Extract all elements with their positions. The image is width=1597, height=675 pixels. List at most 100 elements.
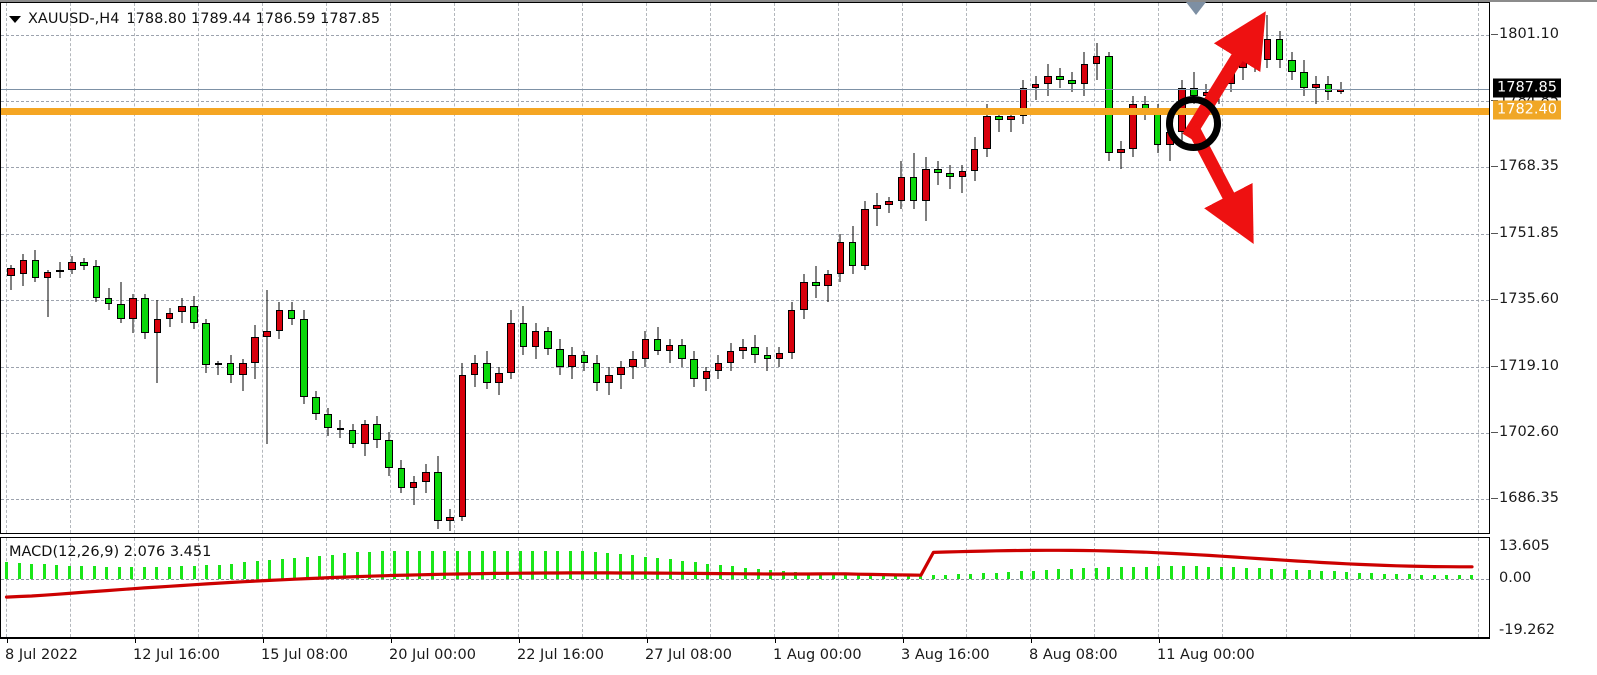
candle-body — [934, 168, 942, 173]
macd-histogram-bar — [606, 552, 610, 579]
macd-histogram-bar — [167, 566, 171, 579]
support-level-line[interactable] — [1, 107, 1489, 115]
candlestick — [763, 3, 772, 533]
macd-histogram-bar — [468, 550, 472, 579]
time-axis-label: 1 Aug 00:00 — [773, 647, 862, 663]
macd-histogram-bar — [931, 574, 935, 579]
candle-body — [80, 261, 89, 266]
candle-wick — [10, 265, 12, 291]
macd-indicator-panel[interactable]: MACD(12,26,9) 2.076 3.451 — [0, 537, 1490, 638]
candle-body — [592, 363, 601, 384]
price-axis[interactable]: 1801.101784.851768.351751.851735.601719.… — [1491, 2, 1597, 534]
candle-body — [43, 272, 52, 279]
candle-body — [190, 306, 198, 323]
candlestick — [68, 3, 76, 533]
macd-histogram-bar — [5, 562, 8, 579]
candlestick — [470, 3, 479, 533]
time-axis-tick — [775, 638, 776, 643]
macd-histogram-bar — [493, 550, 497, 579]
candlestick — [653, 3, 662, 533]
macd-histogram-bar — [1157, 566, 1161, 579]
candle-body — [665, 344, 674, 351]
candle-body — [946, 172, 954, 177]
macd-histogram-bar — [405, 550, 409, 579]
price-axis-tick — [1491, 298, 1498, 300]
time-axis-line — [0, 638, 1490, 639]
candlestick — [202, 3, 210, 533]
macd-histogram-bar — [1007, 571, 1011, 579]
candle-body — [1300, 71, 1308, 88]
macd-histogram-bar — [1044, 570, 1048, 579]
time-axis[interactable]: 8 Jul 2022 12 Jul 16:00 15 Jul 08:00 20 Jul… — [0, 638, 1597, 675]
candlestick — [446, 3, 454, 533]
price-chart-panel[interactable]: XAUUSD-,H4 1788.80 1789.44 1786.59 1787.… — [0, 2, 1490, 534]
decision-zone-circle — [1166, 96, 1221, 151]
macd-histogram-bar — [543, 550, 547, 579]
candle-body — [629, 359, 637, 368]
candlestick — [946, 3, 954, 533]
candle-body — [1068, 79, 1076, 84]
macd-histogram-bar — [506, 550, 510, 579]
macd-histogram-bar — [919, 575, 923, 579]
candle-body — [1324, 83, 1333, 92]
time-axis-tick — [391, 638, 392, 643]
macd-histogram-bar — [643, 556, 647, 579]
candlestick — [1166, 3, 1174, 533]
candlestick — [995, 3, 1003, 533]
candle-body — [348, 429, 357, 444]
candle-body — [275, 310, 284, 331]
macd-histogram-bar — [906, 575, 910, 579]
macd-histogram-bar — [531, 550, 535, 579]
candle-body — [873, 205, 881, 210]
triangle-down-icon[interactable] — [9, 15, 21, 23]
candle-body — [568, 354, 576, 368]
macd-histogram-bar — [981, 573, 985, 579]
macd-histogram-bar — [856, 574, 860, 579]
candlestick — [1214, 3, 1223, 533]
candlestick — [397, 3, 406, 533]
candle-body — [983, 116, 991, 149]
candlestick — [934, 3, 942, 533]
price-axis-tick — [1491, 166, 1498, 168]
macd-zero-line — [1, 578, 1489, 580]
candle-body — [385, 439, 393, 469]
macd-histogram-bar — [393, 550, 397, 579]
macd-axis-label: 0.00 — [1499, 569, 1532, 586]
price-axis-label: 1719.10 — [1499, 357, 1559, 374]
candle-body — [995, 116, 1003, 121]
candle-body — [165, 312, 174, 319]
macd-histogram-bar — [1395, 573, 1399, 579]
candle-body — [1202, 92, 1211, 97]
candle-wick — [1254, 47, 1256, 72]
time-axis-label: 11 Aug 00:00 — [1157, 647, 1255, 663]
support-level-badge[interactable]: 1782.40 — [1493, 100, 1561, 120]
macd-histogram-bar — [581, 550, 585, 579]
macd-histogram-bar — [1257, 568, 1261, 579]
candle-body — [653, 338, 662, 351]
macd-histogram-bar — [480, 550, 484, 579]
candle-body — [1251, 55, 1259, 60]
candlestick — [787, 3, 796, 533]
time-gridline — [1286, 3, 1287, 533]
candlestick — [287, 3, 296, 533]
candlestick — [239, 3, 247, 533]
candle-body — [458, 375, 467, 517]
candlestick — [226, 3, 235, 533]
macd-histogram-bar — [280, 558, 284, 579]
candlestick — [141, 3, 150, 533]
candlestick — [190, 3, 198, 533]
candle-body — [739, 346, 747, 351]
candle-body — [922, 168, 930, 202]
candlestick — [117, 3, 125, 533]
price-plot-area[interactable] — [1, 3, 1489, 533]
candlestick — [129, 3, 137, 533]
candle-body — [251, 336, 259, 364]
macd-histogram-bar — [1119, 567, 1123, 579]
macd-histogram-bar — [1207, 566, 1211, 579]
macd-histogram-bar — [568, 550, 572, 579]
macd-histogram-bar — [130, 566, 134, 579]
macd-histogram-bar — [1182, 566, 1186, 579]
time-axis-tick — [135, 638, 136, 643]
macd-histogram-bar — [1132, 566, 1136, 579]
candlestick — [1226, 3, 1235, 533]
